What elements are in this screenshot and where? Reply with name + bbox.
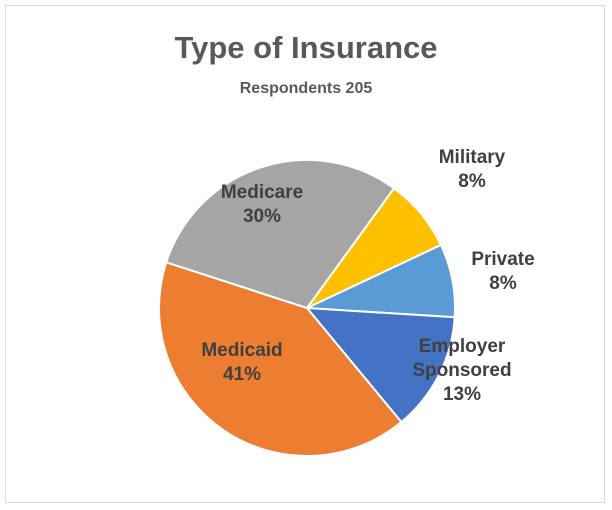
slice-label-employer-sponsored: Employer Sponsored 13%	[412, 336, 511, 405]
slice-name-label: Sponsored	[412, 360, 511, 381]
slice-name-label: Military	[439, 147, 506, 168]
pie-slice-employer-sponsored	[304, 306, 456, 424]
slice-name-label: Private	[471, 249, 534, 270]
slice-label-military: Military 8%	[439, 147, 506, 192]
slice-label-medicare: Medicare 30%	[221, 182, 303, 227]
pie-slice-medicare	[164, 159, 396, 310]
pie-slice-medicaid	[158, 261, 403, 457]
chart-subtitle: Respondents 205	[239, 80, 373, 97]
slice-value-label: 30%	[243, 206, 281, 227]
slice-value-label: 41%	[223, 364, 261, 385]
slice-name-label: Employer	[419, 336, 506, 357]
slice-name-label: Medicare	[221, 182, 303, 203]
slice-value-label: 8%	[458, 171, 486, 192]
chart-area: Type of Insurance Respondents 205 Milita…	[5, 5, 605, 503]
slice-name-label: Medicaid	[201, 340, 282, 361]
slice-value-label: 8%	[489, 273, 517, 294]
pie-slices	[158, 159, 456, 457]
slice-label-medicaid: Medicaid 41%	[201, 340, 282, 385]
slice-value-label: 13%	[443, 384, 481, 405]
chart-title: Type of Insurance	[174, 30, 438, 65]
pie-chart: Military 8% Private 8% Employer Sponsored 13% M…	[158, 147, 535, 457]
slice-label-private: Private 8%	[471, 249, 534, 294]
pie-labels: Military 8% Private 8% Employer Sponsored 13% M…	[201, 147, 534, 405]
